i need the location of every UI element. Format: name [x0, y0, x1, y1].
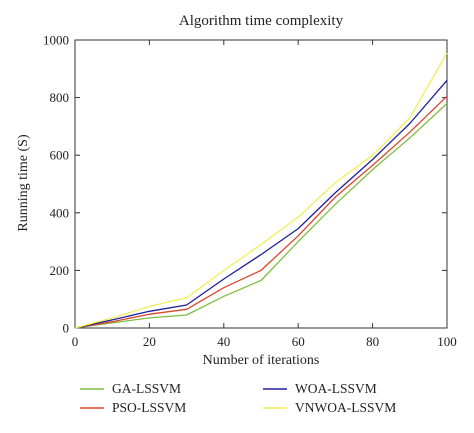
y-tick-label: 0 [63, 321, 70, 336]
x-tick-label: 40 [217, 334, 230, 349]
y-tick-label: 400 [50, 205, 70, 220]
y-tick-label: 600 [50, 148, 70, 163]
x-tick-label: 100 [437, 334, 457, 349]
x-axis-title: Number of iterations [203, 353, 320, 368]
legend-label-pso-lssvm: PSO-LSSVM [112, 400, 186, 415]
x-tick-label: 20 [143, 334, 156, 349]
y-tick-label: 1000 [43, 33, 69, 48]
x-tick-label: 80 [366, 334, 379, 349]
legend-label-woa-lssvm: WOA-LSSVM [295, 381, 377, 396]
chart-title: Algorithm time complexity [179, 13, 344, 29]
x-tick-label: 60 [292, 334, 305, 349]
y-tick-label: 200 [50, 263, 70, 278]
series-line-vnwoa-lssvm [74, 52, 448, 329]
x-tick-label: 0 [72, 334, 79, 349]
legend-label-vnwoa-lssvm: VNWOA-LSSVM [295, 400, 396, 415]
series-line-woa-lssvm [74, 79, 448, 329]
y-axis-title: Running time (S) [16, 134, 31, 232]
legend: GA-LSSVM PSO-LSSVM WOA-LSSVM VNWOA-LSSVM [80, 381, 396, 415]
y-tick-label: 800 [50, 90, 70, 105]
series-line-ga-lssvm [74, 102, 448, 329]
legend-label-ga-lssvm: GA-LSSVM [112, 381, 181, 396]
series-line-pso-lssvm [74, 95, 448, 329]
plot-frame [74, 39, 448, 329]
